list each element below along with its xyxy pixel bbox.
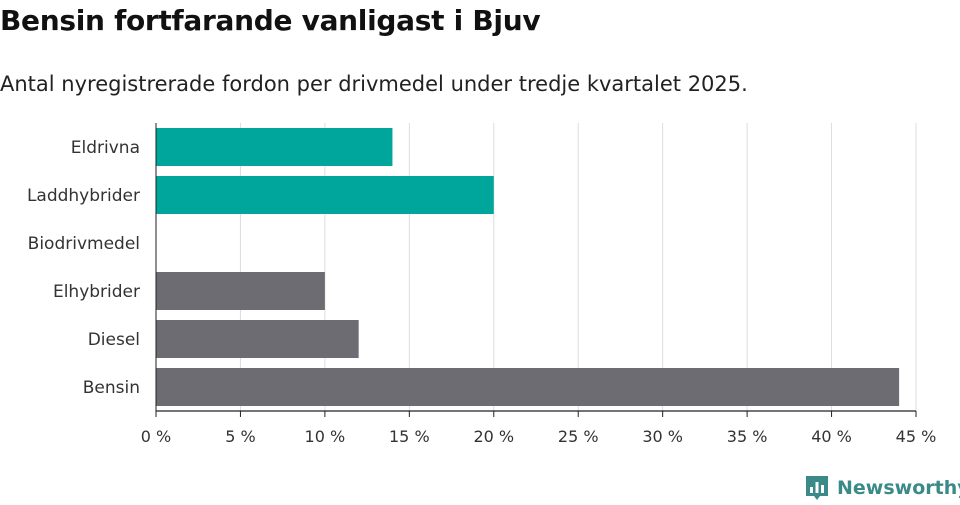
category-labels: Eldrivna Laddhybrider Biodrivmedel Elhybrid… — [27, 138, 140, 398]
bar-laddhybrider — [156, 176, 494, 214]
bar-diesel — [156, 320, 359, 358]
x-tick-label: 10 % — [305, 427, 346, 446]
x-tick-label: 25 % — [558, 427, 599, 446]
category-label: Biodrivmedel — [28, 234, 140, 254]
newsworthy-logo: Newsworthy — [804, 474, 960, 502]
x-tick-label: 45 % — [896, 427, 937, 446]
bar-bensin — [156, 368, 900, 406]
x-axis: 0 % 5 % 10 % 15 % 20 % 25 % 30 % 35 % 40 % 45 % — [141, 123, 937, 446]
bar-eldrivna — [156, 128, 393, 166]
chart-title: Bensin fortfarande vanligast i Bjuv — [0, 4, 541, 37]
category-label: Eldrivna — [71, 138, 140, 158]
category-label: Diesel — [88, 330, 140, 350]
x-tick-label: 5 % — [225, 427, 255, 446]
x-tick-label: 40 % — [811, 427, 852, 446]
brand-name: Newsworthy — [837, 477, 960, 499]
bars — [156, 128, 900, 406]
category-label: Laddhybrider — [27, 186, 140, 206]
grid-lines — [239, 123, 917, 411]
x-tick-label: 0 % — [141, 427, 171, 446]
category-label: Bensin — [83, 378, 140, 398]
bar-chart-icon — [806, 476, 828, 500]
bar-elhybrider — [156, 272, 325, 310]
x-tick-label: 35 % — [727, 427, 768, 446]
category-label: Elhybrider — [53, 282, 140, 302]
x-tick-label: 20 % — [473, 427, 514, 446]
x-tick-label: 30 % — [642, 427, 683, 446]
chart-subtitle: Antal nyregistrerade fordon per drivmede… — [0, 72, 748, 96]
x-tick-label: 15 % — [389, 427, 430, 446]
